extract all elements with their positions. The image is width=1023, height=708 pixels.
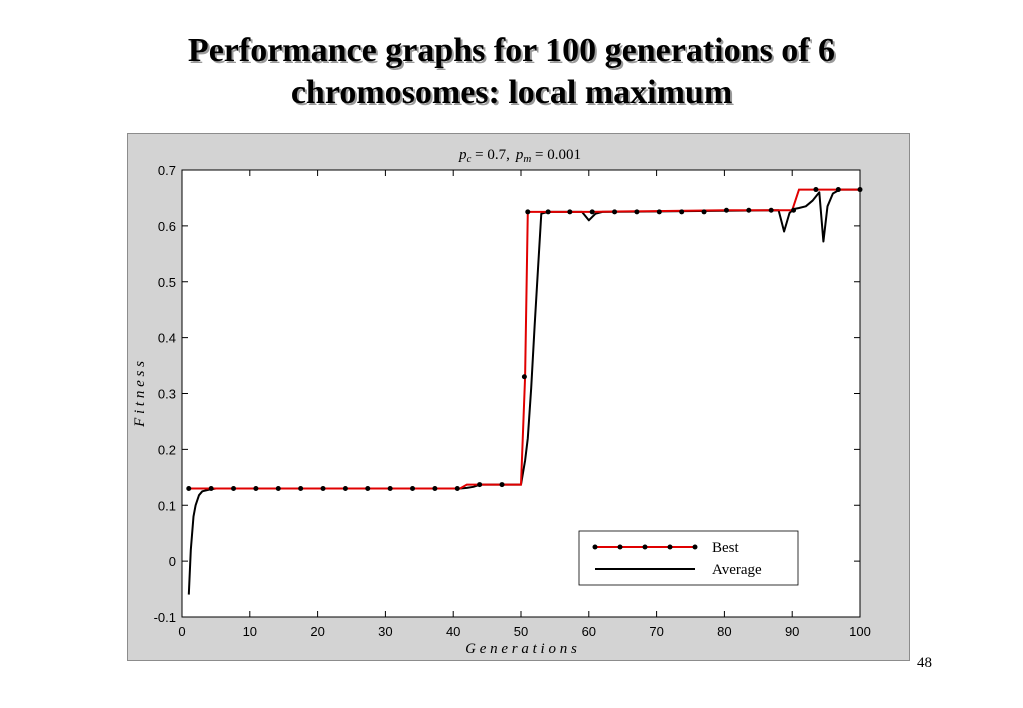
pm-value: = 0.001 <box>531 147 581 163</box>
legend-best-marker <box>592 544 598 550</box>
y-tick-label: 0.5 <box>158 275 176 290</box>
best-data-point <box>253 485 259 491</box>
y-tick-label: 0.4 <box>158 331 176 346</box>
best-data-point <box>231 485 237 491</box>
series-layer <box>186 187 863 595</box>
best-data-point <box>186 485 192 491</box>
best-data-point <box>768 207 774 213</box>
x-tick-label: 50 <box>514 624 528 639</box>
legend: Best Average <box>578 530 799 586</box>
best-data-point <box>791 207 797 213</box>
y-tick-label: 0.3 <box>158 387 176 402</box>
y-tick-label: -0.1 <box>154 610 176 625</box>
best-data-point <box>813 187 819 193</box>
x-tick-label: 40 <box>446 624 460 639</box>
best-data-point <box>432 485 438 491</box>
pc-subscript: c <box>466 153 471 165</box>
slide-title: Performance graphs for 100 generations o… <box>0 30 1023 114</box>
best-data-point <box>499 482 505 488</box>
y-tick-label: 0 <box>169 554 176 569</box>
legend-best-label: Best <box>712 540 740 556</box>
best-data-point <box>589 209 595 215</box>
best-data-point <box>298 485 304 491</box>
legend-best-marker <box>667 544 673 550</box>
best-data-point <box>656 209 662 215</box>
svg-text:pc = 0.7,pm = 0.001: pc = 0.7, pm = 0.001 <box>458 147 581 165</box>
x-axis-label: G e n e r a t i o n s <box>465 641 577 657</box>
best-data-point <box>612 209 618 215</box>
slide-title-line-2: chromosomes: local maximum <box>290 74 733 111</box>
y-tick-label: 0.2 <box>158 442 176 457</box>
best-data-point <box>365 485 371 491</box>
pc-value: = 0.7, <box>471 147 509 163</box>
best-series-line <box>188 188 860 490</box>
best-data-point <box>679 209 685 215</box>
x-tick-label: 70 <box>649 624 663 639</box>
chart-title: pc = 0.7, pm = 0.001 <box>458 147 581 165</box>
y-tick-label: 0.6 <box>158 219 176 234</box>
x-tick-label: 30 <box>378 624 392 639</box>
x-tick-label: 20 <box>310 624 324 639</box>
best-data-point <box>835 187 841 193</box>
legend-best-marker <box>692 544 698 550</box>
figure-frame: pc = 0.7, pm = 0.001 0 10 20 30 40 50 60 70 80 90 1… <box>127 133 910 661</box>
best-data-point <box>342 485 348 491</box>
best-data-point <box>454 485 460 491</box>
best-data-point <box>746 207 752 213</box>
x-tick-label: 0 <box>178 624 185 639</box>
best-data-point <box>701 209 707 215</box>
pm-subscript: m <box>523 153 531 165</box>
best-data-point <box>208 485 214 491</box>
pm-symbol: p <box>515 147 524 163</box>
page-number: 48 <box>917 655 932 671</box>
axis-ticks: 0 10 20 30 40 50 60 70 80 90 100-0.100.10.20.30.40… <box>154 163 871 639</box>
best-data-point <box>567 209 573 215</box>
best-data-point <box>521 374 527 380</box>
y-tick-label: 0.7 <box>158 163 176 178</box>
x-tick-label: 60 <box>582 624 596 639</box>
y-tick-label: 0.1 <box>158 498 176 513</box>
legend-average-label: Average <box>712 562 762 578</box>
y-axis-label: F i t n e s s <box>132 361 148 428</box>
x-tick-label: 90 <box>785 624 799 639</box>
best-data-point <box>275 485 281 491</box>
best-data-point <box>525 209 531 215</box>
legend-box <box>578 530 799 586</box>
best-data-point <box>634 209 640 215</box>
best-data-point <box>387 485 393 491</box>
x-tick-label: 10 <box>243 624 257 639</box>
pc-symbol: p <box>458 147 467 163</box>
legend-best-marker <box>617 544 623 550</box>
slide-title-line-1: Performance graphs for 100 generations o… <box>187 32 836 69</box>
fitness-chart: pc = 0.7, pm = 0.001 0 10 20 30 40 50 60 70 80 90 1… <box>132 147 871 657</box>
best-data-point <box>723 207 729 213</box>
best-data-point <box>545 209 551 215</box>
x-tick-label: 100 <box>849 624 871 639</box>
best-data-point <box>320 485 326 491</box>
best-data-point <box>477 482 483 488</box>
best-data-point <box>857 187 863 193</box>
legend-best-marker <box>642 544 648 550</box>
best-data-point <box>410 485 416 491</box>
legend-best-sample <box>592 544 698 550</box>
x-tick-label: 80 <box>717 624 731 639</box>
